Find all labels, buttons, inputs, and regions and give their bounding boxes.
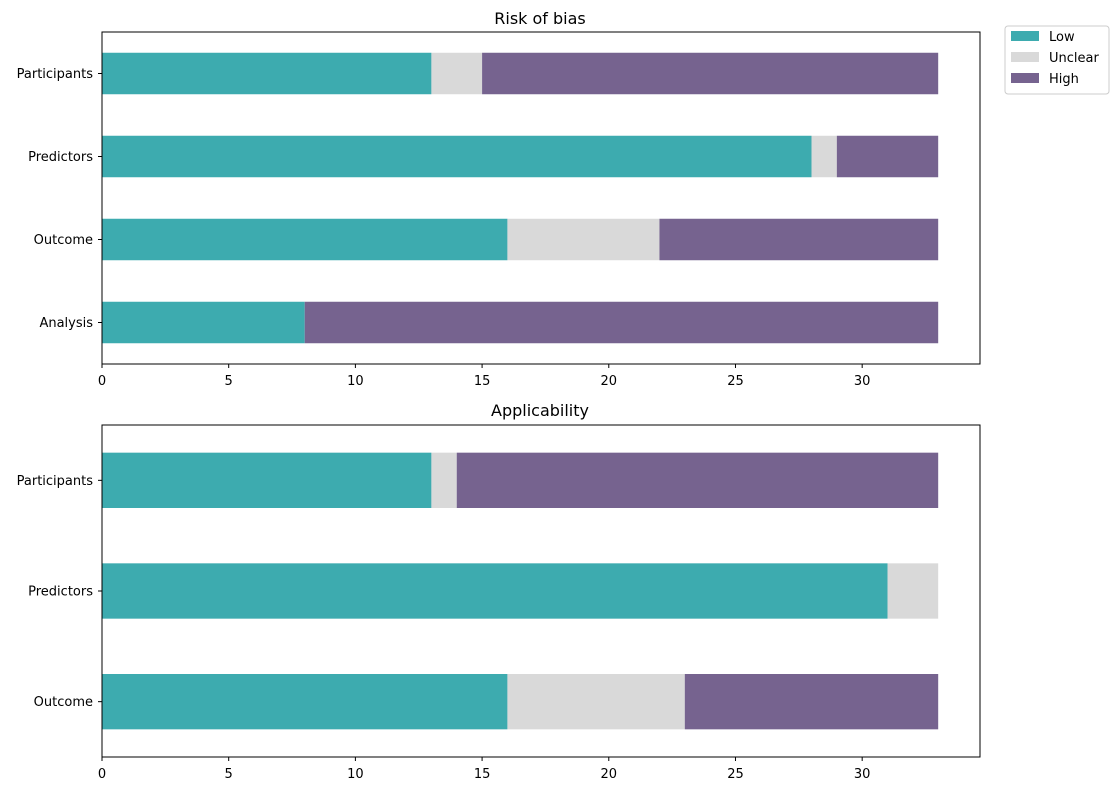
legend-swatch-unclear bbox=[1011, 52, 1039, 62]
x-tick-label: 5 bbox=[225, 767, 233, 782]
x-tick-label: 15 bbox=[474, 374, 491, 389]
x-tick-label: 20 bbox=[601, 374, 618, 389]
x-tick-label: 10 bbox=[347, 374, 364, 389]
legend-label-low: Low bbox=[1049, 30, 1075, 45]
bar-participants-unclear bbox=[431, 452, 457, 508]
bar-outcome-unclear bbox=[507, 674, 685, 730]
y-tick-label: Outcome bbox=[34, 695, 93, 710]
chart-title: Applicability bbox=[491, 401, 589, 420]
bar-predictors-high bbox=[836, 135, 939, 178]
x-tick-label: 5 bbox=[225, 374, 233, 389]
legend-label-high: High bbox=[1049, 72, 1079, 87]
x-tick-label: 30 bbox=[854, 374, 871, 389]
bar-predictors-unclear bbox=[887, 563, 939, 619]
bar-analysis-high bbox=[304, 301, 939, 344]
y-tick-label: Participants bbox=[17, 474, 94, 489]
x-tick-label: 0 bbox=[98, 767, 106, 782]
bar-predictors-unclear bbox=[811, 135, 837, 178]
x-tick-label: 15 bbox=[474, 767, 491, 782]
legend: Low Unclear High bbox=[1004, 25, 1110, 95]
y-tick-label: Predictors bbox=[28, 150, 93, 165]
bar-outcome-high bbox=[659, 218, 939, 261]
bar-participants-low bbox=[102, 452, 432, 508]
x-tick-label: 0 bbox=[98, 374, 106, 389]
risk-of-bias-chart: Risk of bias Participants Predictors Outco… bbox=[17, 9, 981, 389]
bar-participants-high bbox=[482, 52, 939, 95]
x-tick-label: 10 bbox=[347, 767, 364, 782]
chart-title: Risk of bias bbox=[494, 9, 586, 28]
bar-outcome-low bbox=[102, 674, 508, 730]
bar-analysis-low bbox=[102, 301, 305, 344]
legend-label-unclear: Unclear bbox=[1049, 51, 1099, 66]
legend-swatch-low bbox=[1011, 31, 1039, 41]
x-tick-label: 25 bbox=[727, 374, 744, 389]
y-tick-label: Outcome bbox=[34, 233, 93, 248]
bar-predictors-low bbox=[102, 135, 812, 178]
bar-outcome-high bbox=[684, 674, 939, 730]
bar-outcome-low bbox=[102, 218, 508, 261]
bar-participants-low bbox=[102, 52, 432, 95]
plot-frame bbox=[101, 31, 981, 365]
bar-participants-high bbox=[456, 452, 939, 508]
x-tick-label: 20 bbox=[601, 767, 618, 782]
legend-swatch-high bbox=[1011, 73, 1039, 83]
x-tick-label: 25 bbox=[727, 767, 744, 782]
y-tick-label: Analysis bbox=[39, 316, 93, 331]
bar-participants-unclear bbox=[431, 52, 483, 95]
x-tick-label: 30 bbox=[854, 767, 871, 782]
applicability-chart: Applicability Participants Predictors Outc… bbox=[17, 401, 981, 782]
y-tick-label: Participants bbox=[17, 67, 94, 82]
bar-outcome-unclear bbox=[507, 218, 660, 261]
bar-predictors-low bbox=[102, 563, 888, 619]
y-tick-label: Predictors bbox=[28, 585, 93, 600]
